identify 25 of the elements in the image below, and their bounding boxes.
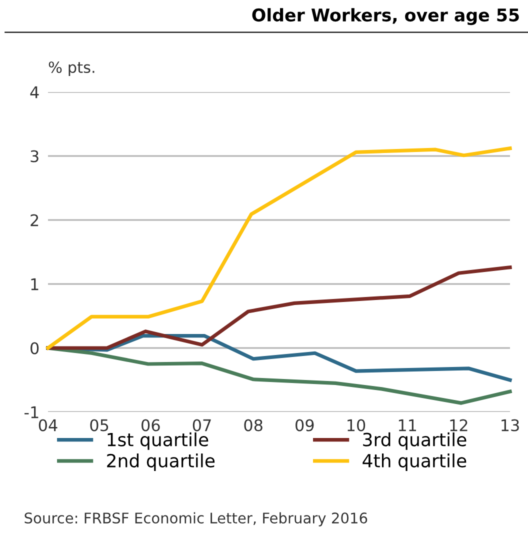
x-tick-label: 05 [90,419,108,432]
x-tick-label: 12 [450,419,468,432]
x-tick-label: 09 [296,419,314,432]
y-axis-title: % pts. [48,61,94,76]
y-tick-label: 0 [30,342,39,354]
chart-title: Older Workers, over age 55 [252,8,519,26]
y-tick-label: -1 [24,406,38,418]
legend-label: 4th quartile [362,454,466,471]
x-tick-label: 04 [38,419,58,432]
y-tick-label: 1 [31,278,38,290]
x-tick-label: 07 [192,419,211,432]
x-tick-label: 11 [398,419,416,432]
legend-label: 1st quartile [108,432,208,450]
source-note: Source: FRBSF Economic Letter, February 2016 [24,512,368,526]
line-series [46,146,512,350]
x-tick-label: 13 [502,419,519,432]
legend-label: 3rd quartile [363,432,466,450]
x-tick-label: 08 [244,419,262,432]
y-tick-label: 3 [30,150,38,162]
legend-label: 2nd quartile [107,454,215,471]
x-tick-label: 06 [142,419,160,432]
line-series [46,266,512,350]
x-tick-label: 10 [348,419,366,432]
y-tick-label: 4 [30,86,39,98]
y-tick-label: 2 [30,214,38,226]
